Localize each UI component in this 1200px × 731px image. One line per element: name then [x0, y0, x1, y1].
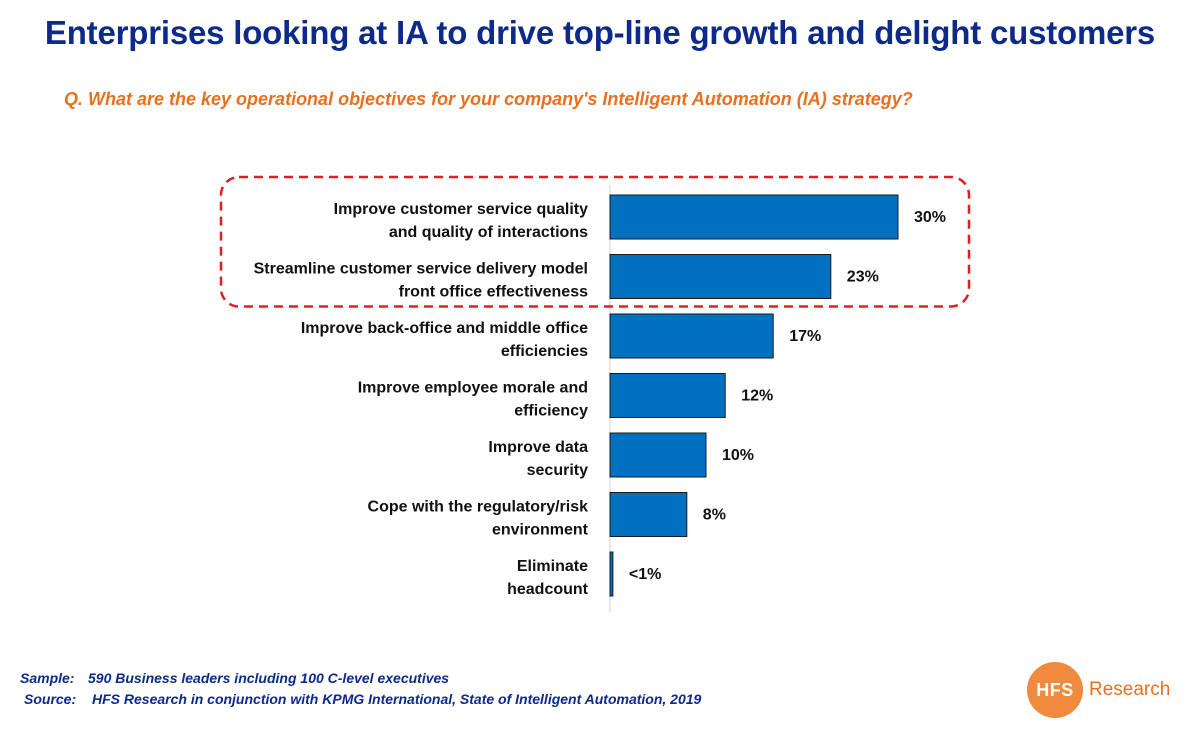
data-label: 10% [722, 447, 754, 464]
category-label: environment [492, 522, 589, 539]
category-label: Improve employee morale and [358, 380, 588, 397]
bar [609, 432, 707, 478]
bar [609, 492, 688, 537]
category-label: efficiency [514, 403, 588, 420]
category-label: front office effectiveness [399, 284, 588, 301]
hfs-research-logo: HFS Research [1027, 662, 1170, 718]
sample-key: Sample: [20, 670, 75, 686]
data-label: 12% [741, 388, 773, 405]
bar [609, 254, 832, 299]
category-label: Improve customer service quality [334, 201, 588, 218]
data-label: 30% [914, 209, 946, 226]
category-label: Improve data [488, 439, 588, 456]
bar [609, 313, 774, 359]
data-label: 23% [847, 269, 879, 286]
bar [609, 551, 614, 597]
bar-chart: 30% Improve customer service quality and q… [219, 175, 971, 612]
survey-question: Q. What are the key operational objectiv… [64, 89, 913, 109]
bar [609, 373, 726, 418]
category-label: efficiencies [501, 343, 588, 360]
category-label: and quality of interactions [389, 224, 588, 241]
page-title: Enterprises looking at IA to drive top-l… [44, 14, 1156, 51]
sample-footnote: Sample: 590 Business leaders including 10… [20, 670, 449, 686]
bar [609, 194, 899, 240]
sample-value: 590 Business leaders including 100 C-lev… [88, 670, 450, 686]
highlight-box [219, 175, 971, 308]
category-label: Streamline customer service delivery mod… [254, 261, 588, 278]
category-label: headcount [507, 581, 589, 598]
hfs-logo-mark: HFS [1027, 662, 1083, 718]
source-footnote: Source: HFS Research in conjunction with … [24, 691, 701, 707]
category-label: Cope with the regulatory/risk [368, 499, 589, 516]
category-label: Improve back-office and middle office [301, 320, 588, 337]
hfs-logo-text: Research [1089, 679, 1171, 700]
category-label: Eliminate [517, 558, 588, 575]
category-label: security [527, 462, 588, 479]
source-value: HFS Research in conjunction with KPMG In… [92, 691, 702, 707]
source-key: Source: [24, 691, 77, 707]
data-label: 17% [789, 328, 821, 345]
data-label: 8% [703, 507, 726, 524]
data-label: <1% [629, 566, 661, 583]
